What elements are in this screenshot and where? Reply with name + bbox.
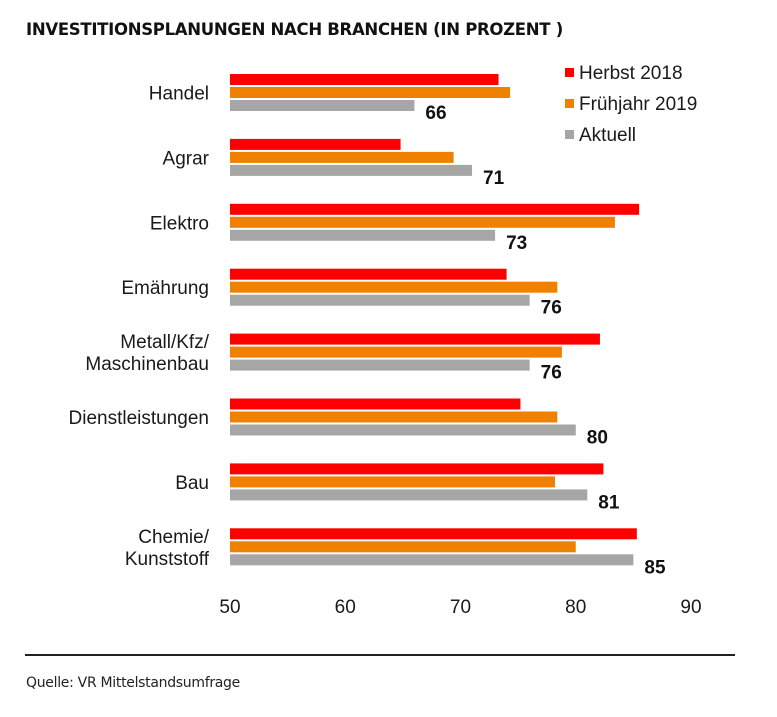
category-label: Metall/Kfz/	[120, 332, 209, 353]
category-label: Handel	[149, 84, 209, 105]
category-label: Bau	[175, 473, 209, 494]
category-labels: Handel Agrar Elektro Emährung Metall/Kfz/Mas…	[69, 84, 210, 570]
x-tick-label: 50	[219, 597, 240, 618]
chart-title: INVESTITIONSPLANUNGEN NACH BRANCHEN (IN …	[26, 20, 563, 39]
bar-fr-hjahr-2019-2	[230, 216, 615, 228]
data-label: 85	[644, 557, 666, 578]
category-label: Emährung	[121, 278, 209, 299]
bar-fr-hjahr-2019-4	[230, 346, 562, 358]
bar-aktuell-7	[230, 554, 634, 566]
category-label: Kunststoff	[125, 549, 210, 570]
bar-aktuell-4	[230, 359, 530, 371]
bar-aktuell-3	[230, 294, 530, 306]
bar-herbst-2018-7	[230, 528, 637, 540]
x-tick-label: 80	[565, 597, 586, 618]
bar-herbst-2018-5	[230, 398, 521, 410]
legend-swatch	[565, 99, 574, 108]
category-label: Maschinenbau	[85, 354, 209, 375]
data-label: 66	[425, 103, 446, 124]
legend-label: Frühjahr 2019	[579, 94, 697, 115]
bar-aktuell-5	[230, 424, 576, 436]
bar-aktuell-2	[230, 229, 496, 241]
category-label: Dienstleistungen	[69, 408, 209, 429]
source-note: Quelle: VR Mittelstandsumfrage	[26, 675, 240, 691]
legend-swatch	[565, 130, 574, 139]
bar-herbst-2018-1	[230, 138, 401, 150]
category-label: Chemie/	[138, 527, 209, 548]
bar-chart: Handel Agrar Elektro Emährung Metall/Kfz/Mas…	[69, 63, 702, 618]
x-tick-label: 70	[450, 597, 471, 618]
bar-herbst-2018-2	[230, 203, 640, 215]
bar-fr-hjahr-2019-0	[230, 87, 511, 98]
bar-aktuell-0	[230, 100, 415, 111]
x-tick-label: 90	[680, 597, 701, 618]
bar-fr-hjahr-2019-1	[230, 151, 454, 163]
x-tick-label: 60	[335, 597, 356, 618]
bar-fr-hjahr-2019-7	[230, 541, 576, 553]
bar-herbst-2018-6	[230, 463, 604, 475]
data-label: 76	[541, 298, 562, 319]
value-labels: 66 71 73 76 76 80 81 85	[425, 103, 666, 578]
bar-herbst-2018-3	[230, 268, 507, 280]
data-label: 73	[506, 233, 527, 254]
data-label: 81	[598, 492, 620, 513]
bar-fr-hjahr-2019-6	[230, 476, 556, 488]
legend-label: Aktuell	[579, 125, 636, 146]
bar-herbst-2018-4	[230, 333, 600, 345]
data-label: 71	[483, 168, 505, 189]
bars-layer	[230, 74, 640, 566]
bar-herbst-2018-0	[230, 74, 499, 85]
legend-label: Herbst 2018	[579, 63, 683, 84]
bar-aktuell-1	[230, 164, 473, 176]
category-label: Agrar	[163, 148, 210, 169]
bar-aktuell-6	[230, 489, 588, 501]
x-axis-ticks: 50 60 70 80 90	[219, 597, 701, 618]
category-label: Elektro	[150, 213, 209, 234]
data-label: 80	[587, 428, 608, 449]
data-label: 76	[541, 363, 562, 384]
legend: Herbst 2018 Frühjahr 2019 Aktuell	[565, 63, 697, 146]
footer-divider	[25, 654, 735, 656]
legend-swatch	[565, 68, 574, 77]
bar-fr-hjahr-2019-3	[230, 281, 558, 293]
bar-fr-hjahr-2019-5	[230, 411, 558, 423]
